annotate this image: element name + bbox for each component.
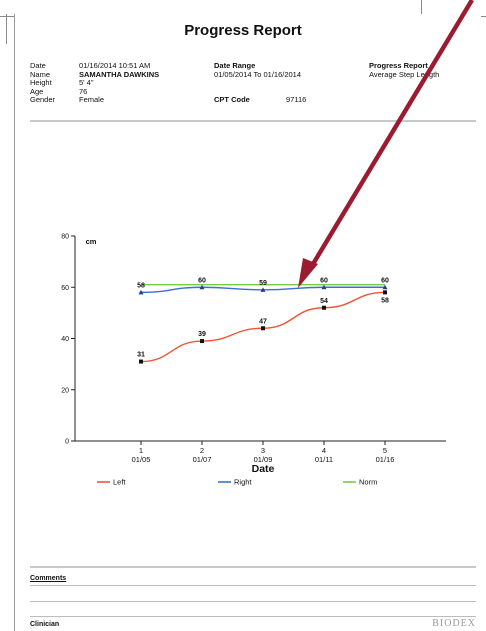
y-tick-label: 0 <box>65 439 69 446</box>
y-tick-label: 40 <box>61 336 69 343</box>
left-point <box>139 359 143 364</box>
legend-label-right: Right <box>234 478 252 487</box>
left-point <box>200 339 204 344</box>
comments-rule-3 <box>30 616 476 617</box>
right-point <box>382 284 388 290</box>
annotation-arrow-shaft <box>308 0 474 271</box>
gender-label: Gender <box>30 95 56 104</box>
height-value: 5' 4" <box>79 78 94 87</box>
window-frame-edge <box>0 14 7 44</box>
name-label: Name <box>30 69 51 79</box>
y-tick-label: 60 <box>61 285 69 292</box>
comments-rule-1 <box>30 585 476 586</box>
comments-rule-2 <box>30 601 476 602</box>
left-data-label: 54 <box>320 298 328 305</box>
x-tick-label: 5 <box>383 446 387 455</box>
x-date-label: 01/09 <box>254 455 273 464</box>
clinician-label: Clinician <box>30 621 60 628</box>
age-label: Age <box>30 86 44 96</box>
gender-value: Female <box>79 95 105 104</box>
date-range-value: 01/05/2014 To 01/16/2014 <box>214 69 302 79</box>
x-tick-label: 4 <box>322 446 326 455</box>
left-data-label: 31 <box>137 352 145 359</box>
legend-label-norm: Norm <box>359 478 377 487</box>
progress-report-label: Progress Report <box>369 61 428 70</box>
right-point <box>260 287 266 292</box>
age-value: 76 <box>79 86 88 96</box>
left-data-label: 47 <box>259 318 267 325</box>
right-data-label: 60 <box>198 277 206 284</box>
right-data-label: 60 <box>320 277 328 284</box>
right-point <box>321 284 327 290</box>
x-axis-label: Date <box>252 463 275 475</box>
left-data-label: 58 <box>381 297 389 304</box>
x-date-label: 01/16 <box>376 455 395 464</box>
legend-label-left: Left <box>113 478 126 487</box>
right-data-label: 58 <box>137 282 145 289</box>
right-point <box>199 284 205 290</box>
brand-logo: BIODEX <box>432 618 476 629</box>
report-title: Progress Report <box>184 22 302 39</box>
annotation-arrow-head <box>298 258 318 288</box>
progress-report-value: Average Step Length <box>369 69 440 79</box>
left-data-label: 39 <box>198 331 206 338</box>
comments-label: Comments <box>30 575 67 582</box>
y-tick-label: 20 <box>61 387 69 394</box>
x-date-label: 01/11 <box>315 455 333 464</box>
y-tick-label: 80 <box>61 234 69 241</box>
header-divider <box>30 120 476 122</box>
height-label: Height <box>30 78 52 87</box>
x-date-label: 01/05 <box>132 455 151 464</box>
x-date-label: 01/07 <box>193 455 212 464</box>
date-value: 01/16/2014 10:51 AM <box>79 61 151 70</box>
window-frame-divider <box>421 0 422 14</box>
comments-top-rule <box>30 566 476 568</box>
date-label: Date <box>30 61 46 70</box>
patient-values: 01/16/2014 10:51 AM SAMANTHA DAWKINS 5' … <box>79 61 160 105</box>
patient-labels: Date Name Height Age Gender <box>30 61 56 105</box>
y-axis-label: cm <box>86 237 97 246</box>
x-tick-label: 3 <box>261 446 265 455</box>
right-point <box>138 289 144 295</box>
left-point <box>383 290 387 295</box>
left-point <box>322 305 326 310</box>
patient-name-value: SAMANTHA DAWKINS <box>79 69 160 79</box>
cpt-code-label: CPT Code <box>214 95 250 104</box>
left-point <box>261 326 265 331</box>
x-tick-label: 2 <box>200 446 204 455</box>
date-range-label: Date Range <box>214 61 256 70</box>
x-tick-label: 1 <box>139 446 143 455</box>
right-data-label: 59 <box>259 280 267 287</box>
right-data-label: 60 <box>381 277 389 284</box>
cpt-code-value: 97116 <box>286 95 307 104</box>
